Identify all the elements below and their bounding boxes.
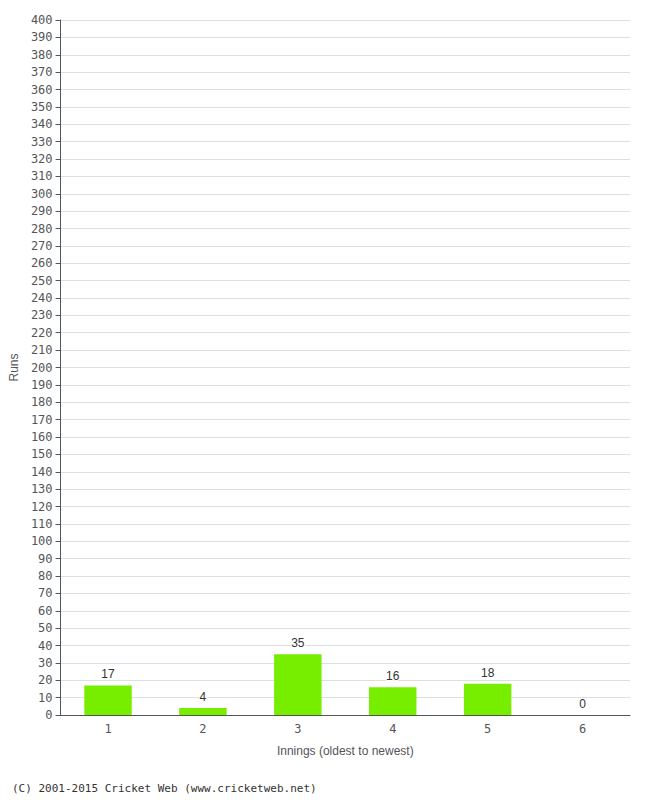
svg-text:18: 18 (481, 666, 495, 680)
svg-text:40: 40 (38, 639, 52, 653)
svg-text:400: 400 (31, 13, 53, 27)
svg-text:4: 4 (389, 722, 396, 736)
svg-text:290: 290 (31, 204, 53, 218)
svg-text:150: 150 (31, 447, 53, 461)
svg-text:10: 10 (38, 691, 52, 705)
svg-text:50: 50 (38, 621, 52, 635)
svg-text:210: 210 (31, 343, 53, 357)
svg-text:2: 2 (199, 722, 206, 736)
svg-text:240: 240 (31, 291, 53, 305)
svg-text:80: 80 (38, 569, 52, 583)
svg-text:0: 0 (45, 708, 52, 722)
svg-text:16: 16 (386, 669, 400, 683)
svg-text:340: 340 (31, 117, 53, 131)
svg-text:180: 180 (31, 395, 53, 409)
svg-text:140: 140 (31, 465, 53, 479)
svg-text:270: 270 (31, 239, 53, 253)
svg-text:70: 70 (38, 586, 52, 600)
svg-text:320: 320 (31, 152, 53, 166)
svg-text:17: 17 (101, 667, 115, 681)
svg-text:35: 35 (291, 636, 305, 650)
svg-text:370: 370 (31, 65, 53, 79)
svg-text:1: 1 (104, 722, 111, 736)
svg-text:6: 6 (579, 722, 586, 736)
svg-text:0: 0 (579, 697, 586, 711)
svg-text:300: 300 (31, 187, 53, 201)
svg-text:130: 130 (31, 482, 53, 496)
svg-text:90: 90 (38, 552, 52, 566)
svg-text:390: 390 (31, 30, 53, 44)
svg-text:5: 5 (484, 722, 491, 736)
svg-text:310: 310 (31, 169, 53, 183)
svg-text:3: 3 (294, 722, 301, 736)
svg-text:Runs: Runs (7, 353, 21, 381)
svg-text:230: 230 (31, 308, 53, 322)
svg-text:280: 280 (31, 222, 53, 236)
svg-text:100: 100 (31, 534, 53, 548)
svg-text:60: 60 (38, 604, 52, 618)
svg-text:250: 250 (31, 274, 53, 288)
svg-text:190: 190 (31, 378, 53, 392)
svg-text:20: 20 (38, 673, 52, 687)
svg-text:160: 160 (31, 430, 53, 444)
svg-text:(C) 2001-2015 Cricket Web (www: (C) 2001-2015 Cricket Web (www.cricketwe… (12, 782, 317, 795)
svg-text:120: 120 (31, 500, 53, 514)
svg-text:30: 30 (38, 656, 52, 670)
svg-text:380: 380 (31, 48, 53, 62)
svg-text:Innings (oldest to newest): Innings (oldest to newest) (277, 744, 414, 758)
svg-text:170: 170 (31, 413, 53, 427)
svg-text:110: 110 (31, 517, 53, 531)
svg-text:360: 360 (31, 83, 53, 97)
svg-text:200: 200 (31, 361, 53, 375)
svg-text:330: 330 (31, 135, 53, 149)
svg-text:220: 220 (31, 326, 53, 340)
svg-text:350: 350 (31, 100, 53, 114)
svg-text:260: 260 (31, 256, 53, 270)
svg-text:4: 4 (200, 690, 207, 704)
